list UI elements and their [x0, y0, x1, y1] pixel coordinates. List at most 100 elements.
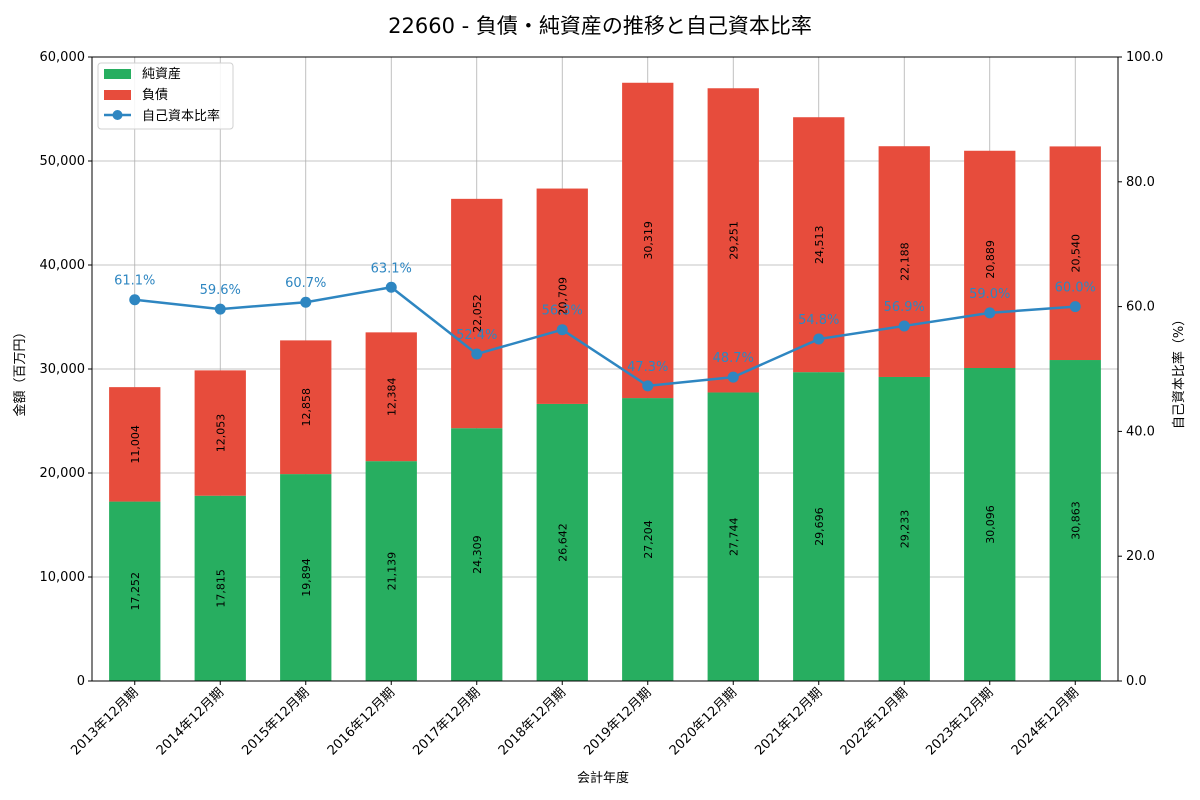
bar-net-assets: [451, 428, 503, 681]
x-tick-label: 2019年12月期: [581, 685, 654, 758]
bar-label-liabilities: 11,004: [129, 425, 142, 464]
legend-label-liabilities: 負債: [142, 88, 168, 103]
bar-liabilities: [109, 387, 161, 502]
ratio-point: [471, 348, 483, 360]
legend-swatch-liabilities: [104, 90, 131, 100]
y-tick-label: 0: [77, 674, 85, 689]
ratio-label: 63.1%: [371, 261, 412, 276]
plot-frame: [91, 56, 1119, 682]
bar-label-net-assets: 30,096: [984, 505, 997, 544]
ratio-point: [727, 371, 739, 383]
bar-liabilities: [793, 117, 845, 373]
bar-label-net-assets: 29,696: [813, 507, 826, 546]
legend-label-net-assets: 純資産: [142, 66, 181, 82]
ratio-point: [813, 333, 825, 345]
ratio-point: [1069, 301, 1081, 313]
bar-label-liabilities: 12,384: [385, 378, 398, 417]
legend-marker-ratio: [112, 110, 123, 120]
bar-label-net-assets: 17,815: [214, 569, 227, 608]
bar-label-liabilities: 30,319: [642, 221, 655, 260]
x-axis-label: 会計年度: [577, 770, 629, 786]
x-tick-label: 2024年12月期: [1009, 685, 1082, 758]
x-tick-label: 2015年12月期: [239, 685, 312, 758]
x-tick-label: 2021年12月期: [752, 685, 825, 758]
ratio-point: [300, 296, 312, 308]
bar-label-net-assets: 27,744: [727, 517, 740, 556]
x-tick-label: 2018年12月期: [496, 685, 569, 758]
bar-liabilities: [280, 340, 332, 475]
x-tick-label: 2022年12月期: [838, 685, 911, 758]
bar-net-assets: [536, 403, 588, 681]
bar-liabilities: [451, 198, 503, 429]
ratio-point: [642, 380, 654, 392]
ratio-label: 56.9%: [884, 300, 925, 315]
ratio-label: 47.3%: [627, 360, 668, 375]
ratio-point: [214, 303, 226, 315]
ratio-label: 48.7%: [713, 351, 754, 366]
bar-net-assets: [194, 495, 246, 681]
bar-label-net-assets: 27,204: [642, 520, 655, 559]
y-tick-label: 20,000: [40, 466, 86, 481]
bar-net-assets: [109, 501, 161, 681]
bar-label-liabilities: 29,251: [727, 221, 740, 259]
bar-label-net-assets: 26,642: [556, 523, 569, 562]
x-tick-label: 2020年12月期: [667, 685, 740, 758]
y2-tick-label: 0.0: [1126, 674, 1147, 689]
y2-tick-label: 20.0: [1126, 549, 1155, 564]
y-tick-label: 60,000: [40, 50, 86, 65]
data-labels: 17,252 11,004 17,815 12,053 19,894 12,858 21,1…: [114, 221, 1096, 610]
bar-label-net-assets: 19,894: [300, 558, 313, 597]
chart-title: 22660 - 負債・純資産の推移と自己資本比率: [388, 14, 812, 38]
bar-liabilities: [707, 88, 759, 393]
y-tick-label: 30,000: [40, 362, 86, 377]
ratio-label: 59.0%: [969, 287, 1010, 302]
bar-liabilities: [878, 146, 930, 377]
y-tick-label: 40,000: [40, 258, 86, 273]
ratio-line: [129, 281, 1081, 392]
y2-tick-label: 40.0: [1126, 424, 1155, 439]
ratio-label: 60.7%: [285, 276, 326, 291]
x-tick-label: 2013年12月期: [68, 685, 141, 758]
bar-label-liabilities: 20,889: [984, 240, 997, 279]
bar-net-assets: [280, 474, 332, 681]
bar-net-assets: [365, 461, 417, 681]
bar-label-net-assets: 29,233: [898, 510, 911, 549]
bar-label-liabilities: 22,188: [898, 242, 911, 281]
ratio-label: 56.3%: [542, 304, 583, 319]
bar-label-net-assets: 21,139: [385, 552, 398, 591]
x-tick-label: 2016年12月期: [325, 685, 398, 758]
bar-label-liabilities: 22,052: [471, 294, 484, 333]
y-tick-label: 10,000: [40, 570, 86, 585]
ratio-point: [898, 320, 910, 332]
bar-label-net-assets: 30,863: [1069, 501, 1082, 540]
bar-net-assets: [1049, 360, 1101, 681]
legend-swatch-net-assets: [104, 69, 131, 79]
ratio-point: [984, 307, 996, 319]
bars: [109, 82, 1101, 681]
ratio-label: 61.1%: [114, 274, 155, 289]
bar-net-assets: [793, 372, 845, 681]
bar-label-net-assets: 17,252: [129, 572, 142, 611]
ratio-point: [556, 324, 568, 336]
bar-label-liabilities: 12,053: [214, 414, 227, 453]
y-axis-label: 金額（百万円）: [12, 325, 28, 416]
bar-liabilities: [1049, 146, 1101, 361]
y2-tick-label: 60.0: [1126, 300, 1155, 315]
bar-liabilities: [194, 370, 246, 496]
bar-liabilities: [536, 188, 588, 404]
ratio-point: [385, 281, 397, 293]
y2-tick-label: 80.0: [1126, 175, 1155, 190]
bar-label-liabilities: 24,513: [813, 225, 826, 264]
bar-net-assets: [878, 376, 930, 681]
y2-axis-label: 自己資本比率（%）: [1171, 313, 1187, 429]
ratio-label: 59.6%: [200, 283, 241, 298]
bar-net-assets: [964, 368, 1016, 681]
bar-liabilities: [622, 82, 674, 399]
ratio-label: 52.4%: [456, 328, 497, 343]
x-tick-label: 2023年12月期: [923, 685, 996, 758]
bar-net-assets: [707, 392, 759, 681]
y-tick-label: 50,000: [40, 154, 86, 169]
x-tick-label: 2017年12月期: [410, 685, 483, 758]
bar-liabilities: [365, 332, 417, 462]
